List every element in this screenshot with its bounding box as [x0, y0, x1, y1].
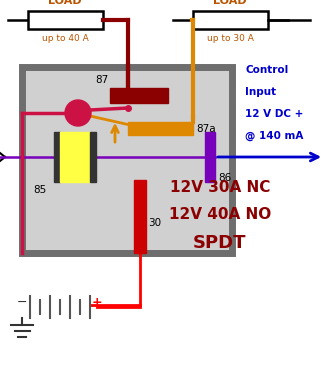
Text: +: +: [92, 296, 102, 309]
Bar: [60, 132, 90, 182]
Bar: [28, 11, 102, 29]
Text: 12 V DC +: 12 V DC +: [245, 109, 303, 119]
Text: Control: Control: [245, 65, 288, 75]
Text: 86: 86: [218, 173, 231, 183]
Bar: [192, 11, 268, 29]
Bar: [128, 122, 193, 135]
Text: Input: Input: [245, 87, 276, 97]
Text: up to 30 A: up to 30 A: [207, 34, 253, 43]
Text: 12V 40A NO: 12V 40A NO: [169, 207, 271, 222]
Text: 85: 85: [33, 185, 47, 195]
Text: up to 40 A: up to 40 A: [41, 34, 88, 43]
Text: 12V 30A NC: 12V 30A NC: [170, 180, 270, 195]
Bar: [205, 132, 215, 182]
Text: 30: 30: [148, 218, 161, 228]
Bar: [54, 132, 60, 182]
Text: @ 140 mA: @ 140 mA: [245, 131, 303, 141]
Bar: [90, 132, 96, 182]
Text: LOAD: LOAD: [48, 0, 82, 6]
Text: LOAD: LOAD: [213, 0, 247, 6]
Text: −: −: [17, 296, 27, 309]
Bar: [110, 88, 168, 103]
Circle shape: [65, 100, 91, 126]
Bar: [22, 67, 232, 253]
Bar: [134, 180, 146, 253]
Text: SPDT: SPDT: [193, 234, 247, 252]
Text: 87a: 87a: [196, 124, 216, 134]
Text: 87: 87: [95, 75, 108, 85]
